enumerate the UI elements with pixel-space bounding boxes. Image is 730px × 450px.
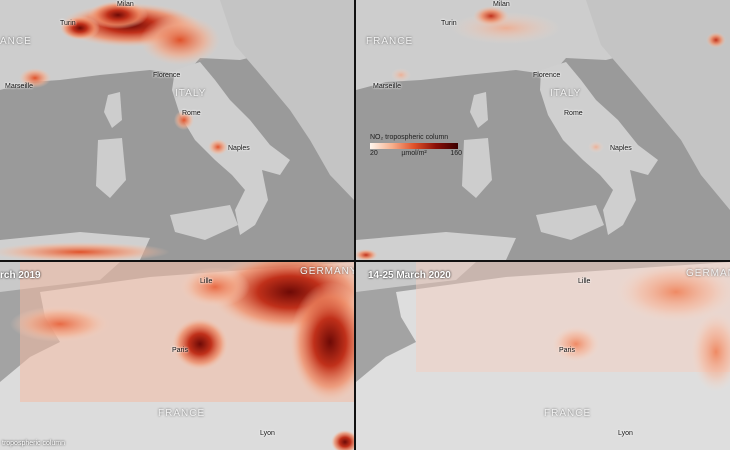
no2-milan [88,1,148,29]
country-label-france: ANCE [0,36,32,47]
no2-naples [588,141,604,153]
no2-naples [208,139,228,155]
date-label-2020: 14-25 March 2020 [368,270,451,281]
land-italy [172,62,290,235]
panel-france-2020: 14-25 March 2020 Lille Paris Lyon GERMAN… [356,262,730,450]
city-label-milan: Milan [117,1,134,8]
no2-legend: NO₂ tropospheric column 20 µmol/m² 160 [370,134,462,157]
legend-partial-label: tropospheric column [2,440,66,447]
country-label-france: FRANCE [366,36,414,47]
city-label-naples: Naples [610,145,632,152]
country-label-italy: ITALY [550,88,582,99]
city-label-paris: Paris [172,347,188,354]
country-label-france: FRANCE [158,408,206,419]
legend-max: 160 [450,150,462,157]
no2-turin [60,16,100,40]
city-label-lyon: Lyon [618,430,633,437]
map-italy-2020 [356,0,730,260]
no2-paris [552,326,600,362]
no2-west [10,306,110,342]
legend-unit: µmol/m² [401,150,427,157]
no2-marseille [19,68,51,88]
no2-sw-corner [356,249,378,260]
panel-france-2019: rch 2019 Lille Paris Lyon GERMANY FRANCE… [0,262,354,450]
city-label-rome: Rome [564,110,583,117]
land-sardinia [96,138,126,198]
no2-east-spot [706,32,726,48]
no2-north-haze [140,15,220,65]
city-label-florence: Florence [533,72,561,79]
no2-africa-band [0,242,170,260]
city-label-rome: Rome [182,110,201,117]
no2-lyon-corner [331,430,354,450]
legend-ticks: 20 µmol/m² 160 [370,150,462,157]
land-sicily [170,205,238,240]
city-label-marseille: Marseille [5,83,34,90]
no2-paris [172,318,228,370]
land-africa [356,232,516,260]
city-label-lille: Lille [578,278,591,285]
panel-divider-horizontal [0,260,730,262]
map-france-2020 [356,262,730,450]
map-italy-2019 [0,0,354,260]
city-label-turin: Turin [60,20,76,27]
city-label-turin: Turin [441,20,457,27]
city-label-florence: Florence [153,72,181,79]
country-label-france: FRANCE [544,408,592,419]
country-label-italy: ITALY [175,88,207,99]
land-sardinia [462,138,492,198]
city-label-marseille: Marseille [373,83,402,90]
legend-color-bar [370,143,458,149]
no2-lille [180,267,250,307]
no2-germany [290,282,354,402]
land-balkans [220,0,354,200]
country-label-germany: GERMAN [686,268,730,279]
panel-italy-2019: Milan Turin Florence Marseille Rome Napl… [0,0,354,260]
land-england [356,262,476,292]
no2-germany [691,312,730,392]
city-label-lyon: Lyon [260,430,275,437]
no2-marseille [391,68,411,82]
city-label-naples: Naples [228,145,250,152]
no2-benelux [616,262,730,322]
panel-divider-vertical [354,0,356,450]
city-label-milan: Milan [493,1,510,8]
no2-milan [473,6,509,26]
date-label-2019: rch 2019 [0,270,41,281]
country-label-germany: GERMANY [300,266,354,277]
land-corsica [470,92,488,128]
land-sicily [536,205,604,240]
no2-rome [174,110,194,130]
city-label-paris: Paris [559,347,575,354]
land-corsica [104,92,122,128]
map-france-2019 [0,262,354,450]
legend-title: NO₂ tropospheric column [370,134,449,141]
land-balkans [586,0,730,210]
panel-italy-2020: Milan Turin Florence Marseille Rome Napl… [356,0,730,260]
city-label-lille: Lille [200,278,213,285]
legend-min: 20 [370,150,378,157]
